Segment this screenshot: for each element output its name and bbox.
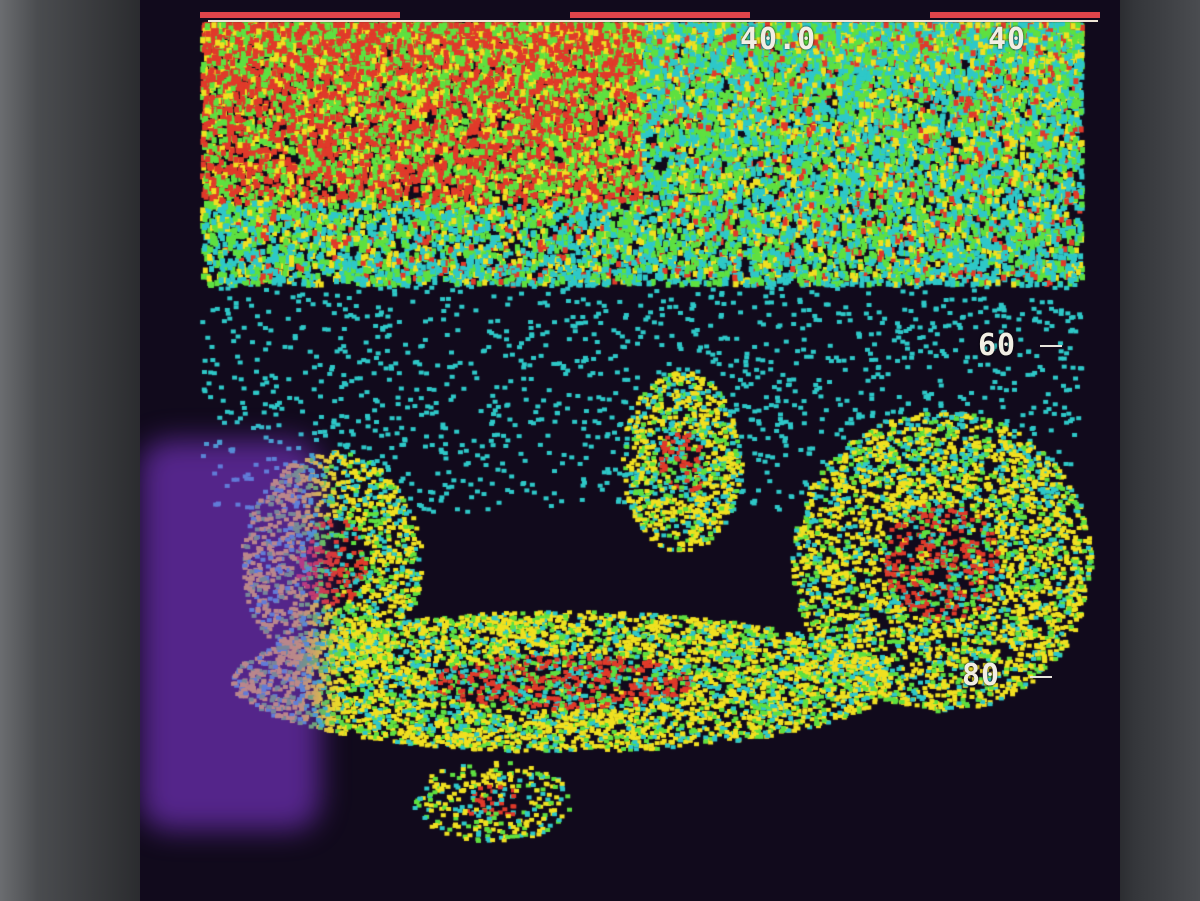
- depth-tick: [1040, 345, 1062, 347]
- depth-label-80: 80: [962, 658, 1001, 693]
- depth-label-40: 40: [988, 22, 1027, 57]
- sonar-screen: 40.0 40 60 80: [140, 0, 1120, 901]
- depth-label-60: 60: [978, 328, 1017, 363]
- depth-tick: [1030, 676, 1052, 678]
- screen-glare: [140, 440, 320, 830]
- top-status-bar: [200, 8, 1100, 22]
- surface-line: [208, 20, 1098, 22]
- range-readout: 40.0: [740, 22, 817, 57]
